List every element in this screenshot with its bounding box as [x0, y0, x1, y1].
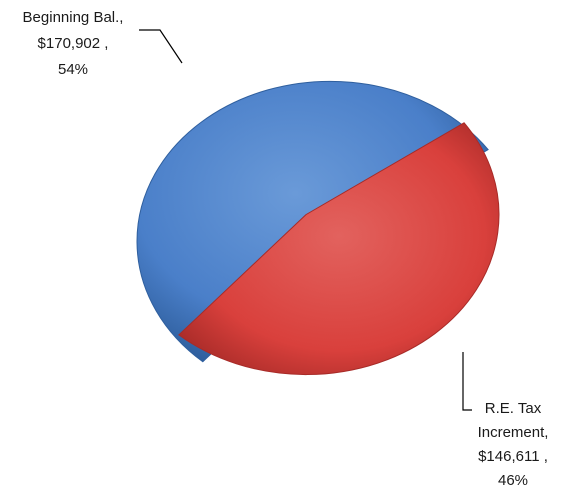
leader-line-re-tax-increment	[462, 352, 472, 411]
data-label-beginning-bal: Beginning Bal., $170,902 , 54%	[23, 9, 124, 78]
leader-line-beginning-bal	[139, 29, 183, 64]
label-line: Increment,	[478, 424, 549, 441]
slice-re-tax-increment	[178, 122, 500, 376]
label-line: Beginning Bal.,	[23, 9, 124, 26]
label-line: 54%	[58, 61, 88, 78]
label-line: $146,611 ,	[478, 448, 548, 465]
label-line: 46%	[498, 472, 528, 489]
pie-slices	[136, 80, 500, 376]
label-line: R.E. Tax	[485, 400, 542, 417]
label-leaders	[139, 29, 472, 411]
data-label-re-tax-increment: R.E. Tax Increment, $146,611 , 46%	[478, 400, 549, 489]
label-line: $170,902 ,	[38, 35, 109, 52]
